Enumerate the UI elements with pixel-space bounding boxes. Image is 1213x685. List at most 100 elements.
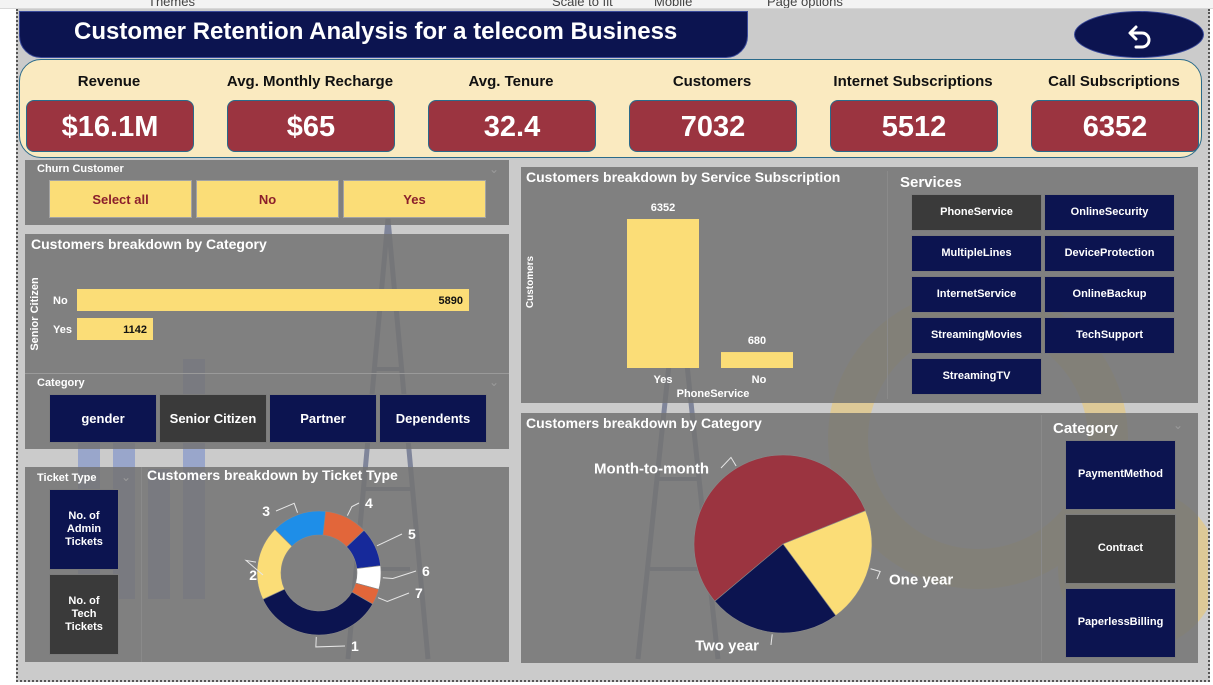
senior-chart-data-label: 1142 bbox=[123, 324, 147, 336]
service-chart-title: Customers breakdown by Service Subscript… bbox=[526, 169, 841, 185]
ticket-option-no-of-tech-tickets[interactable]: No. of Tech Tickets bbox=[49, 574, 119, 655]
contract-chart-slice bbox=[693, 454, 866, 602]
kpi-band: Revenue $16.1M Avg. Monthly Recharge $65… bbox=[19, 59, 1202, 158]
kpi-label-internet-subscriptions: Internet Subscriptions bbox=[833, 73, 993, 90]
back-button[interactable] bbox=[1074, 11, 1204, 58]
contract-chart-data-label: Month-to-month bbox=[594, 460, 709, 477]
kpi-card-avg-tenure: 32.4 bbox=[428, 100, 596, 152]
chevron-down-icon[interactable]: ⌄ bbox=[121, 470, 132, 484]
service-option-phoneservice[interactable]: PhoneService bbox=[911, 194, 1042, 231]
ribbon-item-mobile[interactable]: Mobile bbox=[654, 0, 693, 9]
kpi-label-customers: Customers bbox=[672, 73, 752, 90]
ticket-chart-leader-line bbox=[377, 592, 410, 603]
kpi-card-customers: 7032 bbox=[629, 100, 797, 152]
service-chart-xlabel: PhoneService bbox=[677, 388, 750, 400]
service-option-techsupport[interactable]: TechSupport bbox=[1044, 317, 1175, 354]
contract-pie-chart: Month-to-month One year Two year bbox=[594, 454, 953, 654]
chevron-down-icon[interactable]: ⌄ bbox=[489, 162, 500, 176]
churn-option-select-all[interactable]: Select all bbox=[49, 180, 192, 218]
service-option-streamingmovies[interactable]: StreamingMovies bbox=[911, 317, 1042, 354]
ticket-chart-data-label: 6 bbox=[422, 563, 430, 579]
ribbon-item-themes[interactable]: Themes bbox=[148, 0, 195, 9]
service-option-internetservice[interactable]: InternetService bbox=[911, 276, 1042, 313]
category-option-senior-citizen[interactable]: Senior Citizen bbox=[159, 394, 267, 443]
senior-chart-bar bbox=[77, 318, 154, 340]
ticket-chart-data-label: 1 bbox=[351, 638, 359, 654]
category-option-gender[interactable]: gender bbox=[49, 394, 157, 443]
contract-chart-slice bbox=[782, 510, 873, 617]
ticket-option-no-of-admin-tickets[interactable]: No. of Admin Tickets bbox=[49, 489, 119, 570]
ticket-chart-leader-line bbox=[376, 533, 403, 547]
services-slicer-title: Services bbox=[900, 174, 962, 191]
kpi-label-avg-tenure: Avg. Tenure bbox=[468, 73, 554, 90]
category-slicer-title: Category bbox=[37, 377, 85, 389]
divider bbox=[887, 171, 888, 399]
contract-chart-leader-line bbox=[870, 568, 881, 580]
churn-option-yes[interactable]: Yes bbox=[343, 180, 486, 218]
divider bbox=[1041, 415, 1042, 661]
kpi-label-avg-recharge: Avg. Monthly Recharge bbox=[226, 73, 394, 90]
service-option-streamingtv[interactable]: StreamingTV bbox=[911, 358, 1042, 395]
contract-panel: Customers breakdown by Category Month-to… bbox=[521, 413, 1198, 663]
service-chart-ylabel: Customers bbox=[525, 255, 536, 308]
service-option-deviceprotection[interactable]: DeviceProtection bbox=[1044, 235, 1175, 272]
ticket-chart-leader-line bbox=[315, 636, 346, 648]
contract-chart-data-label: Two year bbox=[695, 637, 759, 654]
ticket-chart-leader-line bbox=[244, 559, 264, 576]
ticket-type-donut-chart: 1 2 3 4 5 6 7 bbox=[244, 495, 430, 654]
ticket-chart-leader-line bbox=[275, 502, 299, 513]
kpi-card-avg-recharge: $65 bbox=[227, 100, 395, 152]
right-category-option-contract[interactable]: Contract bbox=[1065, 514, 1176, 584]
service-subscription-panel: Customers breakdown by Service Subscript… bbox=[521, 167, 1198, 403]
service-option-multiplelines[interactable]: MultipleLines bbox=[911, 235, 1042, 272]
ticket-chart-slice bbox=[351, 582, 380, 605]
churn-option-no[interactable]: No bbox=[196, 180, 339, 218]
kpi-label-revenue: Revenue bbox=[77, 73, 141, 90]
right-category-option-paymentmethod[interactable]: PaymentMethod bbox=[1065, 440, 1176, 510]
ticket-chart-data-label: 5 bbox=[408, 526, 416, 542]
senior-chart-category-label: No bbox=[53, 295, 68, 307]
senior-chart-data-label: 5890 bbox=[439, 295, 463, 307]
churn-slicer-title: Churn Customer bbox=[37, 163, 124, 175]
category-option-partner[interactable]: Partner bbox=[269, 394, 377, 443]
service-chart-data-label: 6352 bbox=[651, 202, 675, 214]
kpi-label-call-subscriptions: Call Subscriptions bbox=[1048, 73, 1180, 90]
ribbon-item-page-options[interactable]: Page options bbox=[767, 0, 843, 9]
contract-chart-title: Customers breakdown by Category bbox=[526, 415, 762, 431]
chevron-down-icon[interactable]: ⌄ bbox=[1173, 418, 1184, 432]
ticket-chart-data-label: 4 bbox=[365, 495, 373, 511]
kpi-card-revenue: $16.1M bbox=[26, 100, 194, 152]
service-chart-data-label: 680 bbox=[748, 335, 766, 347]
service-option-onlinesecurity[interactable]: OnlineSecurity bbox=[1044, 194, 1175, 231]
ticket-panel: Ticket Type ⌄ No. of Admin Tickets No. of… bbox=[25, 467, 509, 662]
senior-chart-category-label: Yes bbox=[53, 324, 72, 336]
service-chart-category-label: Yes bbox=[654, 374, 673, 386]
undo-arrow-icon bbox=[1128, 25, 1151, 49]
ticket-chart-slice bbox=[262, 588, 374, 636]
category-breakdown-panel: Customers breakdown by Category Senior C… bbox=[25, 234, 509, 449]
contract-chart-leader-line bbox=[720, 456, 737, 469]
ticket-chart-leader-line bbox=[346, 502, 360, 516]
contract-chart-leader-line bbox=[770, 634, 773, 646]
ribbon-item-scale[interactable]: Scale to fit bbox=[552, 0, 613, 9]
service-option-onlinebackup[interactable]: OnlineBackup bbox=[1044, 276, 1175, 313]
divider bbox=[141, 467, 142, 662]
senior-chart-ylabel: Senior Citizen bbox=[29, 277, 41, 351]
service-chart-bar bbox=[721, 352, 793, 368]
divider bbox=[25, 373, 509, 374]
page-title: Customer Retention Analysis for a teleco… bbox=[74, 18, 678, 45]
contract-chart-slice bbox=[714, 543, 837, 634]
title-banner: Customer Retention Analysis for a teleco… bbox=[19, 11, 748, 58]
ticket-chart-data-label: 2 bbox=[249, 567, 257, 583]
category-option-dependents[interactable]: Dependents bbox=[379, 394, 487, 443]
senior-citizen-bar-chart: Senior Citizen No 5890 Yes 1142 bbox=[29, 277, 469, 351]
ticket-chart-title: Customers breakdown by Ticket Type bbox=[147, 467, 398, 483]
kpi-card-call-subscriptions: 6352 bbox=[1031, 100, 1199, 152]
right-category-option-paperlessbilling[interactable]: PaperlessBilling bbox=[1065, 588, 1176, 658]
ribbon-menu: Themes Scale to fit Mobile Page options bbox=[0, 0, 1213, 9]
churn-slicer: Churn Customer ⌄ Select all No Yes bbox=[25, 160, 509, 225]
kpi-card-internet-subscriptions: 5512 bbox=[830, 100, 998, 152]
chevron-down-icon[interactable]: ⌄ bbox=[489, 375, 500, 389]
